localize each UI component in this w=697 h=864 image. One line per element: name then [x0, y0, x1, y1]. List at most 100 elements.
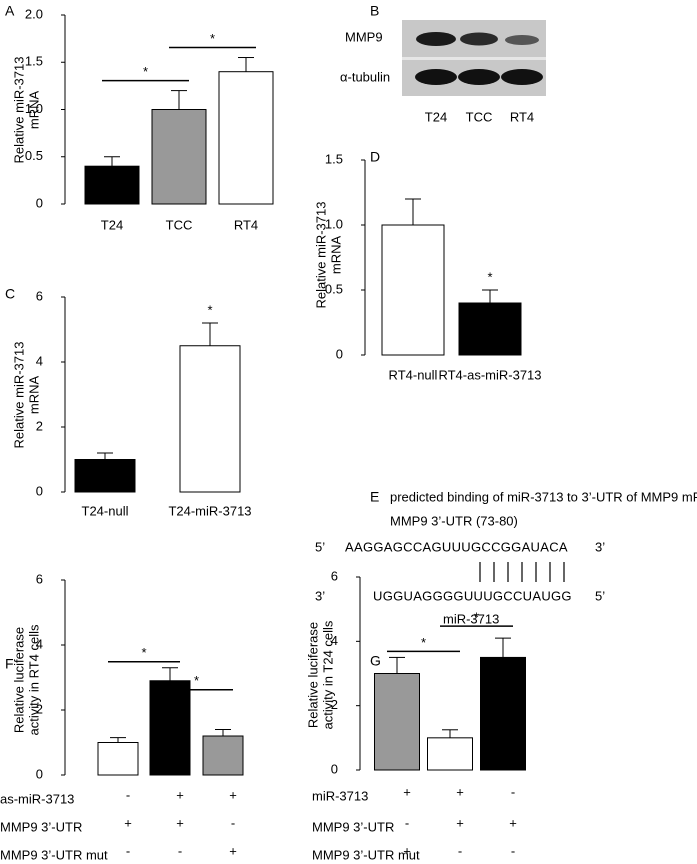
bar [74, 459, 136, 493]
y-tick-label: 1.0 [325, 216, 343, 231]
bar [151, 109, 207, 205]
panel-letter: G [370, 653, 381, 669]
condition-mark: - [126, 843, 130, 858]
panel-letter: F [5, 656, 14, 672]
blot-band [416, 32, 456, 46]
y-tick-label: 1.5 [325, 151, 343, 166]
panel-letter: A [5, 3, 15, 19]
condition-label: miR-3713 [312, 788, 368, 803]
bar [179, 345, 241, 493]
condition-mark: + [456, 815, 464, 830]
y-tick-label: 0.5 [25, 148, 43, 163]
condition-mark: - [458, 843, 462, 858]
bar [202, 735, 244, 776]
y-axis-label: Relative miR-3713 [11, 342, 26, 449]
y-axis-label: mRNA [26, 91, 41, 130]
y-tick-label: 4 [36, 636, 43, 651]
bar [218, 71, 274, 205]
condition-mark: + [229, 787, 237, 802]
y-tick-label: 0 [36, 195, 43, 210]
target-label: MMP9 3’-UTR (73-80) [390, 513, 518, 528]
panel-letter: B [370, 3, 379, 19]
y-tick-label: 0 [36, 766, 43, 781]
condition-mark: + [403, 843, 411, 858]
significance-star: * [487, 269, 492, 284]
significance-star: * [194, 673, 199, 688]
condition-label: MMP9 3’-UTR mut [312, 847, 420, 862]
condition-mark: + [176, 815, 184, 830]
target-sequence: AAGGAGCCAGUUUGCCGGAUACA [345, 539, 568, 554]
y-axis-label: activity in RT4 cells [26, 624, 41, 736]
y-tick-label: 2 [36, 701, 43, 716]
y-tick-label: 6 [331, 568, 338, 583]
condition-mark: - [405, 815, 409, 830]
y-tick-label: 6 [36, 571, 43, 586]
y-tick-label: 1.0 [25, 101, 43, 116]
binding-title: predicted binding of miR-3713 to 3’-UTR … [390, 489, 697, 504]
condition-label: MMP9 3’-UTR [0, 819, 82, 834]
condition-mark: + [124, 815, 132, 830]
blot-band [460, 32, 498, 46]
y-axis-label: Relative luciferase [11, 627, 26, 733]
condition-mark: + [229, 843, 237, 858]
y-tick-label: 6 [36, 288, 43, 303]
bar [381, 224, 445, 356]
y-tick-label: 0.5 [325, 281, 343, 296]
y-tick-label: 2 [331, 697, 338, 712]
strand-end: 5’ [315, 539, 325, 554]
x-tick-label: RT4-as-miR-3713 [438, 367, 541, 382]
x-tick-label: T24-miR-3713 [168, 503, 251, 518]
bar [374, 673, 420, 771]
condition-mark: - [231, 815, 235, 830]
y-tick-label: 0 [336, 346, 343, 361]
mirna-sequence: UGGUAGGGGUUUGCCUAUGG [373, 588, 572, 603]
blot-lane-label: TCC [466, 109, 493, 124]
significance-star: * [143, 64, 148, 79]
blot-row-label: α-tubulin [340, 69, 390, 84]
blot-lane-label: T24 [425, 109, 447, 124]
y-axis-label: Relative luciferase [305, 622, 320, 728]
y-axis-label: mRNA [328, 236, 343, 275]
x-tick-label: T24-null [82, 503, 129, 518]
condition-mark: + [176, 787, 184, 802]
y-tick-label: 0 [331, 761, 338, 776]
significance-star: * [474, 610, 479, 625]
y-tick-label: 1.5 [25, 54, 43, 69]
condition-label: MMP9 3’-UTR [312, 819, 394, 834]
blot-band [415, 69, 457, 85]
blot-band [501, 69, 543, 85]
panel-letter: D [370, 149, 380, 165]
y-axis-label: Relative miR-3713 [11, 57, 26, 164]
x-tick-label: TCC [166, 217, 193, 232]
blot-band [458, 69, 500, 85]
condition-label: as-miR-3713 [0, 791, 74, 806]
y-axis-label: mRNA [26, 376, 41, 415]
condition-mark: + [456, 784, 464, 799]
panel-letter: E [370, 489, 379, 505]
condition-mark: + [509, 815, 517, 830]
condition-mark: - [511, 843, 515, 858]
y-tick-label: 2 [36, 418, 43, 433]
y-axis-label: Relative miR-3713 [313, 202, 328, 309]
condition-mark: - [178, 843, 182, 858]
strand-end: 5’ [595, 588, 605, 603]
significance-star: * [207, 302, 212, 317]
y-tick-label: 4 [36, 353, 43, 368]
x-tick-label: RT4-null [389, 367, 438, 382]
y-tick-label: 0 [36, 483, 43, 498]
strand-end: 3’ [595, 539, 605, 554]
panel-letter: C [5, 286, 15, 302]
condition-mark: - [126, 787, 130, 802]
y-tick-label: 2.0 [25, 6, 43, 21]
strand-end: 3’ [315, 588, 325, 603]
x-tick-label: T24 [101, 217, 123, 232]
significance-star: * [421, 635, 426, 650]
bar [480, 656, 526, 771]
condition-mark: + [403, 784, 411, 799]
mirna-label: miR-3713 [443, 611, 499, 626]
bar [427, 737, 473, 771]
blot-divider [402, 57, 546, 60]
significance-star: * [141, 645, 146, 660]
